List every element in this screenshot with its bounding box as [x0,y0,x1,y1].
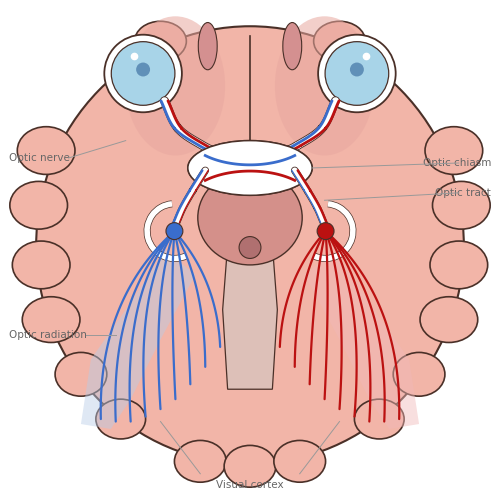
Circle shape [317,222,334,240]
Ellipse shape [18,126,75,174]
Text: Right eye: Right eye [332,74,382,84]
Ellipse shape [274,440,326,482]
Ellipse shape [188,140,312,196]
Ellipse shape [432,182,490,229]
Polygon shape [81,250,196,429]
Circle shape [112,42,175,106]
Text: Left eye: Left eye [122,74,164,84]
Circle shape [325,42,388,106]
Ellipse shape [12,241,70,289]
Ellipse shape [198,22,217,70]
Text: Optic radiation: Optic radiation [9,330,86,340]
Ellipse shape [283,22,302,70]
Ellipse shape [224,446,276,487]
Ellipse shape [354,399,404,439]
Ellipse shape [393,352,445,396]
Ellipse shape [275,16,374,156]
Ellipse shape [420,296,478,343]
Polygon shape [304,250,419,429]
Ellipse shape [96,399,146,439]
Ellipse shape [174,440,226,482]
Circle shape [318,34,396,112]
Ellipse shape [198,170,302,265]
Ellipse shape [36,26,464,464]
Ellipse shape [314,22,366,61]
Text: Visual cortex: Visual cortex [216,480,284,490]
Text: Optic chiasm: Optic chiasm [423,158,491,168]
Ellipse shape [430,241,488,289]
Ellipse shape [10,182,68,229]
Text: Optic nerve: Optic nerve [9,153,70,163]
Ellipse shape [126,16,225,156]
Ellipse shape [425,126,482,174]
Ellipse shape [188,140,312,196]
Circle shape [239,236,261,258]
Circle shape [350,62,364,76]
Ellipse shape [55,352,107,396]
Circle shape [104,34,182,112]
Text: Optic tract: Optic tract [436,188,491,198]
Circle shape [136,62,150,76]
Polygon shape [222,245,278,389]
Ellipse shape [22,296,80,343]
Ellipse shape [134,22,186,61]
Circle shape [166,222,183,240]
